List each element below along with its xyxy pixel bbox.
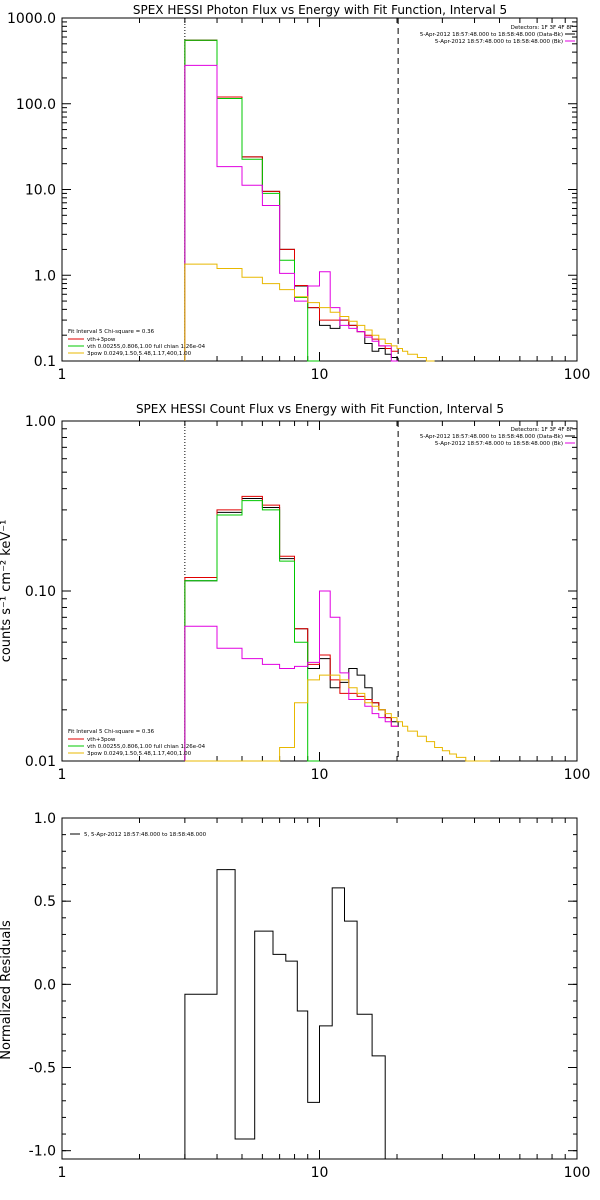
residual-x-tick-label-0: 1 — [58, 1165, 67, 1181]
photon-detectors-text: Detectors: 1F 3F 4F 8F — [511, 25, 573, 31]
photon-y-tick-label-1: 1.0 — [34, 268, 56, 284]
count-x-tick-label-2: 100 — [564, 767, 591, 783]
count-y-tick-label-1: 0.10 — [25, 584, 56, 600]
photon-x-tick-label-1: 10 — [311, 367, 329, 383]
photon-y-tick-label-0: 0.1 — [34, 354, 56, 370]
count-flux-axes: 1 10 100 0.01 0.10 1.00 — [25, 414, 591, 783]
residuals-y-axis-label: Normalized Residuals — [0, 920, 14, 1060]
photon-flux-plot — [184, 18, 435, 362]
photon-flux-info-block: Detectors: 1F 3F 4F 8F 5-Apr-2012 18:57:… — [420, 25, 575, 45]
count-bk-interval-text: 5-Apr-2012 18:57:48.000 to 18:58:48.000 … — [435, 441, 563, 447]
count-y-tick-label-0: 0.01 — [25, 754, 56, 770]
count-x-tick-label-0: 1 — [58, 767, 67, 783]
count-data-interval-text: 5-Apr-2012 18:57:48.000 to 18:58:48.000 … — [420, 434, 563, 440]
photon-fit-3pow-text: 3pow 0.0249,1.50,5.48,1.17,400,1.00 — [87, 351, 192, 357]
photon-y-tick-label-4: 1000.0 — [7, 11, 56, 27]
count-flux-panel: SPEX HESSI Count Flux vs Energy with Fit… — [0, 402, 590, 783]
photon-y-tick-label-3: 100.0 — [16, 97, 56, 113]
photon-flux-fit-legend: Fit Interval 5 Chi-square = 0.36 vth+3po… — [68, 329, 206, 357]
count-fit-3pow-text: 3pow 0.0249,1.50,5.48,1.17,400,1.00 — [87, 751, 192, 757]
count-fit-model-text: vth+3pow — [87, 737, 116, 743]
residuals-plot — [184, 869, 399, 1160]
count-y-tick-label-2: 1.00 — [25, 414, 56, 430]
photon-fit-model-text: vth+3pow — [87, 337, 116, 343]
count-x-tick-label-1: 10 — [311, 767, 329, 783]
photon-yellow-histogram — [184, 263, 435, 362]
residual-x-tick-label-2: 100 — [564, 1165, 591, 1181]
count-yellow-histogram — [184, 674, 491, 762]
count-flux-y-axis-label: counts s⁻¹ cm⁻² keV⁻¹ — [0, 520, 14, 663]
photon-fit-interval-text: Fit Interval 5 Chi-square = 0.36 — [68, 329, 155, 335]
count-detectors-text: Detectors: 1F 3F 4F 8F — [511, 427, 573, 433]
count-flux-title: SPEX HESSI Count Flux vs Energy with Fit… — [136, 402, 504, 416]
photon-magenta-histogram — [184, 64, 399, 362]
residuals-axes: 1 10 100 -1.0 -0.5 0.0 0.5 1.0 — [29, 811, 591, 1181]
photon-bk-interval-text: 5-Apr-2012 18:57:48.000 to 18:58:48.000 … — [435, 39, 563, 45]
residual-y-tick-label-1: -0.5 — [29, 1061, 56, 1077]
count-fit-interval-text: Fit Interval 5 Chi-square = 0.36 — [68, 729, 155, 735]
photon-y-tick-label-2: 10.0 — [25, 183, 56, 199]
residuals-legend-text: 5, 5-Apr-2012 18:57:48.000 to 18:58:48.0… — [84, 832, 207, 838]
count-magenta-histogram — [184, 590, 399, 761]
count-flux-fit-legend: Fit Interval 5 Chi-square = 0.36 vth+3po… — [68, 729, 206, 757]
residual-y-tick-label-2: 0.0 — [34, 977, 56, 993]
residuals-panel: Normalized Residuals 1 10 100 -1.0 -0.5 0.0 0.… — [0, 811, 590, 1181]
residual-y-tick-label-0: -1.0 — [29, 1144, 56, 1160]
photon-x-tick-label-0: 1 — [58, 367, 67, 383]
count-flux-info-block: Detectors: 1F 3F 4F 8F 5-Apr-2012 18:57:… — [420, 427, 575, 447]
photon-x-tick-label-2: 100 — [564, 367, 591, 383]
photon-flux-panel: SPEX HESSI Photon Flux vs Energy with Fi… — [7, 3, 590, 383]
residual-black-histogram — [184, 869, 399, 1160]
count-green-histogram — [184, 500, 320, 762]
count-flux-plot — [184, 421, 491, 762]
residual-y-tick-label-4: 1.0 — [34, 811, 56, 827]
residual-x-tick-label-1: 10 — [311, 1165, 329, 1181]
photon-flux-title: SPEX HESSI Photon Flux vs Energy with Fi… — [133, 3, 507, 17]
count-fit-vth-text: vth 0.00255,0.806,1.00 full chian 1.26e-… — [87, 744, 206, 750]
residual-y-tick-label-3: 0.5 — [34, 894, 56, 910]
photon-fit-vth-text: vth 0.00255,0.806,1.00 full chian 1.26e-… — [87, 344, 206, 350]
photon-data-interval-text: 5-Apr-2012 18:57:48.000 to 18:58:48.000 … — [420, 32, 563, 38]
